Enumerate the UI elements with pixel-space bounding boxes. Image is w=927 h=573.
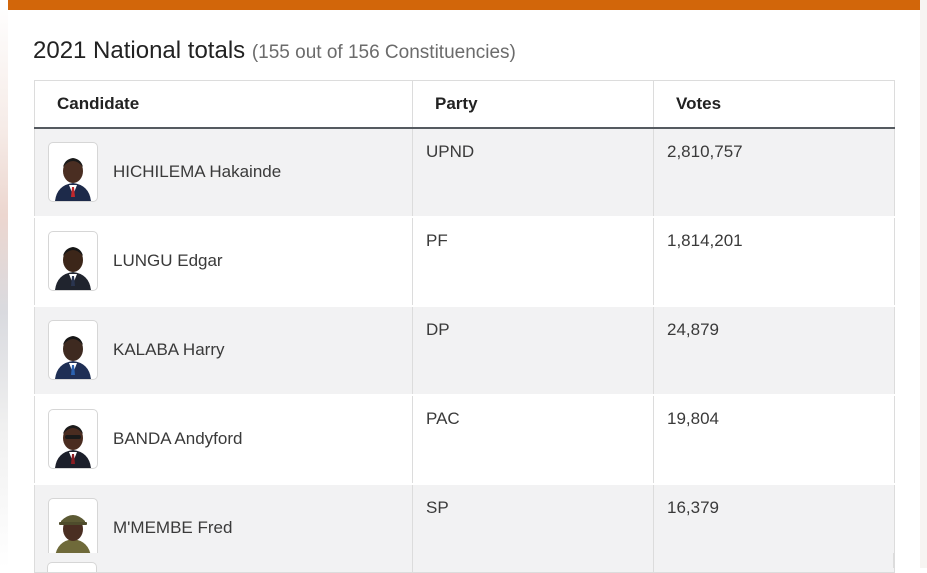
column-divider — [412, 553, 413, 568]
accent-top-bar — [8, 0, 920, 10]
column-divider — [653, 553, 654, 568]
party-cell: UPND — [412, 126, 654, 217]
table-header: Candidate Party Votes — [34, 80, 895, 129]
candidate-portrait-icon — [55, 336, 91, 379]
table-row: BANDA Andyford PAC 19,804 — [34, 393, 895, 484]
votes-cell: 24,879 — [653, 304, 895, 395]
candidate-avatar-partial — [47, 562, 97, 572]
candidate-info: BANDA Andyford — [36, 397, 411, 482]
column-header-candidate[interactable]: Candidate — [34, 80, 413, 129]
candidate-name: HICHILEMA Hakainde — [113, 162, 282, 181]
results-table: Candidate Party Votes H — [34, 80, 895, 573]
candidate-avatar[interactable] — [48, 142, 98, 202]
table-row: KALABA Harry DP 24,879 — [34, 304, 895, 395]
right-edge-decoration — [920, 0, 927, 568]
candidate-cell: KALABA Harry — [34, 304, 413, 395]
candidate-portrait-icon — [55, 247, 91, 290]
left-edge-decoration — [0, 0, 8, 568]
table-row: LUNGU Edgar PF 1,814,201 — [34, 215, 895, 306]
candidate-cell: HICHILEMA Hakainde — [34, 126, 413, 217]
column-header-votes[interactable]: Votes — [653, 80, 895, 129]
candidate-info: LUNGU Edgar — [36, 219, 411, 304]
column-divider — [893, 553, 894, 568]
table-row-partial — [34, 553, 894, 572]
candidate-portrait-icon — [55, 425, 91, 468]
candidate-name: M'MEMBE Fred — [113, 518, 233, 537]
party-cell: DP — [412, 304, 654, 395]
candidate-name: BANDA Andyford — [113, 429, 243, 448]
candidate-portrait-icon — [55, 515, 91, 557]
column-header-party[interactable]: Party — [412, 80, 654, 129]
candidate-avatar[interactable] — [48, 409, 98, 469]
page-title: 2021 National totals (155 out of 156 Con… — [33, 37, 516, 65]
table-header-row: Candidate Party Votes — [34, 80, 895, 129]
candidate-avatar[interactable] — [48, 498, 98, 558]
title-subtitle: (155 out of 156 Constituencies) — [251, 42, 516, 63]
candidate-name: KALABA Harry — [113, 340, 225, 359]
table-body: HICHILEMA Hakainde UPND 2,810,757 — [34, 126, 895, 573]
votes-cell: 1,814,201 — [653, 215, 895, 306]
candidate-cell: LUNGU Edgar — [34, 215, 413, 306]
votes-cell: 19,804 — [653, 393, 895, 484]
candidate-info: HICHILEMA Hakainde — [36, 130, 411, 215]
candidate-avatar[interactable] — [48, 320, 98, 380]
table-row: HICHILEMA Hakainde UPND 2,810,757 — [34, 126, 895, 217]
party-cell: PF — [412, 215, 654, 306]
votes-cell: 2,810,757 — [653, 126, 895, 217]
candidate-info: M'MEMBE Fred — [36, 486, 411, 571]
candidate-portrait-icon — [55, 158, 91, 201]
candidate-info: KALABA Harry — [36, 308, 411, 393]
candidate-name: LUNGU Edgar — [113, 251, 223, 270]
title-text: 2021 National totals — [33, 37, 246, 64]
party-cell: PAC — [412, 393, 654, 484]
candidate-avatar[interactable] — [48, 231, 98, 291]
candidate-cell: BANDA Andyford — [34, 393, 413, 484]
